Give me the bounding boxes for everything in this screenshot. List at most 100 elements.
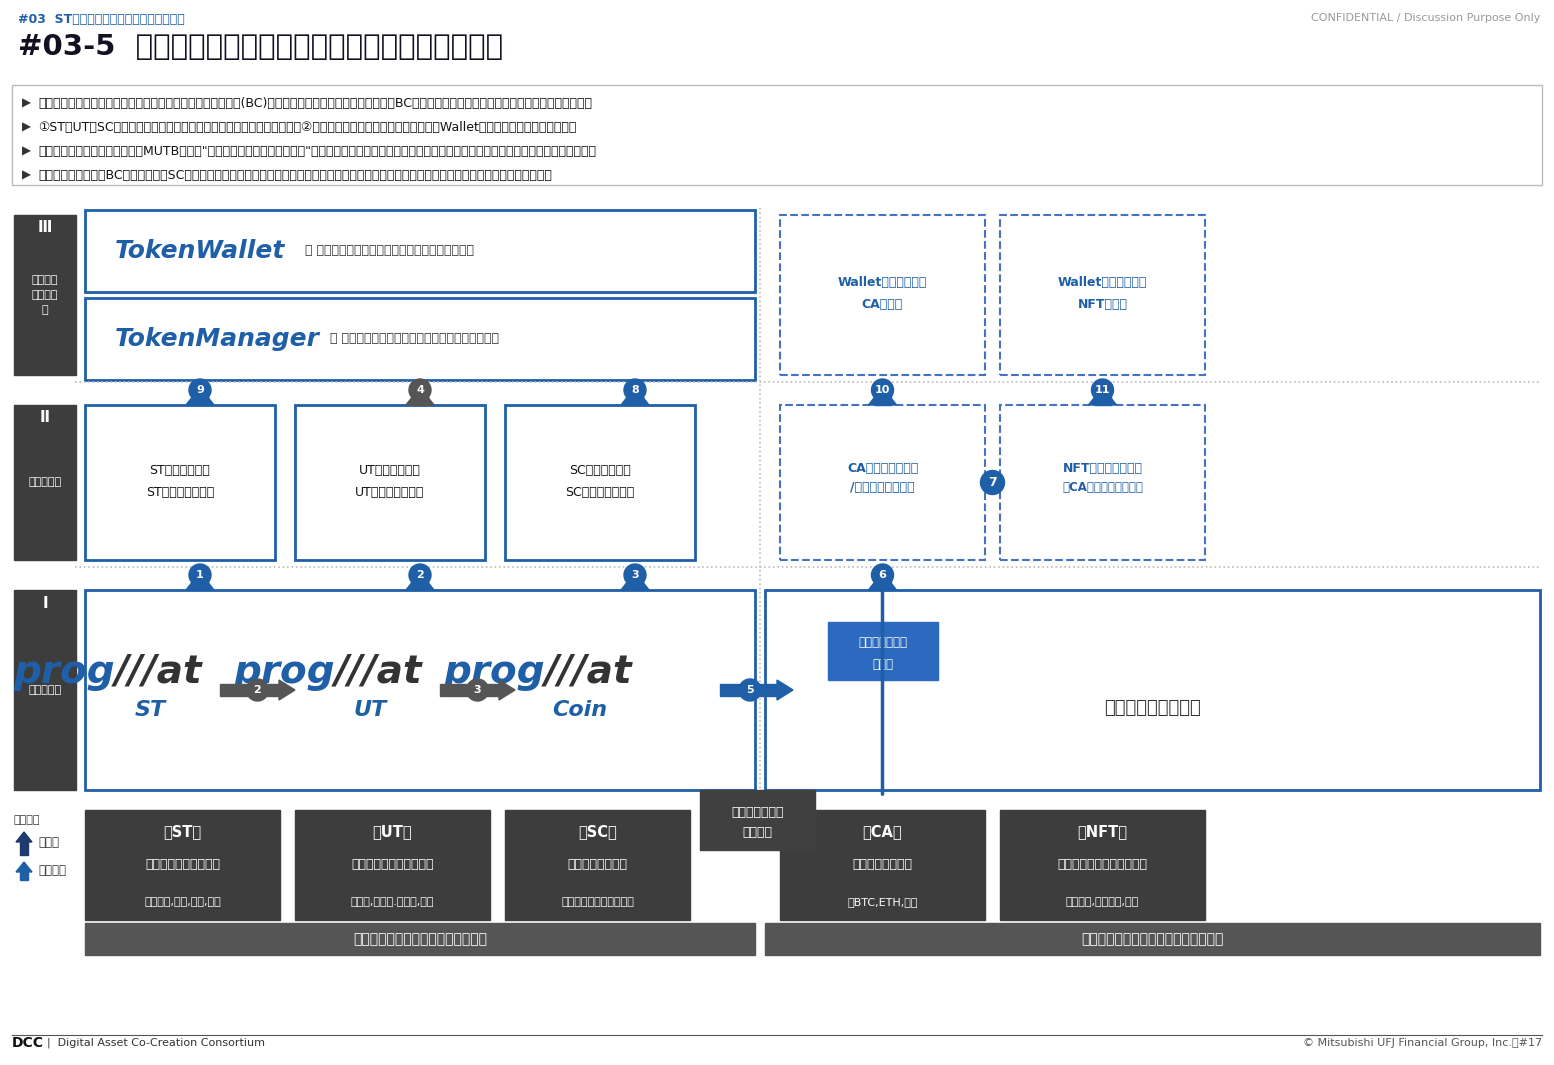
Text: と協働: と協働	[872, 657, 894, 671]
Text: 6: 6	[878, 570, 886, 580]
Text: パーミッションレスブロックチェーン: パーミッションレスブロックチェーン	[1082, 932, 1223, 946]
Text: 【SC】: 【SC】	[578, 824, 617, 839]
Text: prog: prog	[233, 653, 336, 691]
FancyBboxPatch shape	[85, 405, 275, 560]
Bar	[412, 393, 427, 405]
FancyBboxPatch shape	[85, 923, 755, 955]
Text: （アート,アイテム,他）: （アート,アイテム,他）	[1066, 897, 1139, 907]
FancyBboxPatch shape	[780, 810, 985, 920]
Text: インフラ層: インフラ層	[28, 685, 62, 695]
Text: ▶: ▶	[22, 97, 31, 110]
Text: 4: 4	[416, 386, 424, 395]
Bar	[875, 578, 890, 590]
Polygon shape	[499, 679, 514, 700]
Text: 2: 2	[253, 685, 261, 695]
FancyBboxPatch shape	[85, 590, 755, 790]
Text: 【NFT】: 【NFT】	[1077, 824, 1128, 839]
FancyBboxPatch shape	[827, 622, 937, 679]
FancyBboxPatch shape	[85, 298, 755, 380]
Circle shape	[190, 379, 211, 402]
Text: 5: 5	[746, 685, 754, 695]
FancyBboxPatch shape	[780, 215, 985, 375]
FancyBboxPatch shape	[765, 590, 1540, 790]
Text: STカストディ業務: STカストディ業務	[146, 486, 214, 499]
Bar	[221, 684, 280, 697]
Bar	[440, 684, 499, 697]
Circle shape	[872, 379, 894, 402]
Text: 11: 11	[1094, 386, 1110, 395]
Text: Ⅰ: Ⅰ	[42, 595, 48, 610]
FancyBboxPatch shape	[14, 590, 76, 790]
Circle shape	[625, 564, 646, 586]
Text: Ⅱ: Ⅱ	[40, 410, 50, 426]
Text: 7: 7	[988, 476, 996, 489]
FancyBboxPatch shape	[505, 810, 690, 920]
Bar	[193, 578, 208, 590]
Text: 着手済: 着手済	[37, 836, 59, 850]
FancyBboxPatch shape	[765, 923, 1540, 955]
Bar	[626, 578, 643, 590]
FancyBboxPatch shape	[295, 405, 485, 560]
Text: ステーブルコイン: ステーブルコイン	[567, 858, 628, 871]
Text: 9: 9	[196, 386, 204, 395]
Text: ①ST・UT・SCをフルカバーするインフラ・インターフェイスの確立、②デジタルアセット時代の汎用的個人用Walletの確立、が当面の到達目標。: ①ST・UT・SCをフルカバーするインフラ・インターフェイスの確立、②デジタルア…	[37, 121, 577, 134]
Text: （凡例）: （凡例）	[14, 815, 40, 825]
Polygon shape	[186, 387, 214, 405]
Text: （法定通貨建て受益権）: （法定通貨建て受益権）	[561, 897, 634, 907]
Bar	[720, 684, 777, 697]
Polygon shape	[280, 679, 295, 700]
Bar	[193, 393, 208, 405]
Text: セキュリティトークン: セキュリティトークン	[145, 858, 221, 871]
Text: ▶: ▶	[22, 169, 31, 182]
Text: 3: 3	[631, 570, 639, 580]
Text: NFTカストディ業務: NFTカストディ業務	[1063, 462, 1142, 475]
Text: UTカストディ業務: UTカストディ業務	[356, 486, 424, 499]
Bar	[875, 393, 890, 405]
Polygon shape	[16, 832, 33, 842]
Circle shape	[981, 471, 1004, 494]
Circle shape	[625, 379, 646, 402]
FancyBboxPatch shape	[699, 790, 814, 850]
Polygon shape	[622, 572, 650, 590]
Text: 1: 1	[196, 570, 204, 580]
Polygon shape	[777, 679, 793, 700]
FancyBboxPatch shape	[505, 405, 695, 560]
Circle shape	[872, 564, 894, 586]
Polygon shape	[186, 572, 214, 590]
Circle shape	[247, 679, 269, 701]
Text: #03-5  パーミッションレスブロックチェーンへの展開: #03-5 パーミッションレスブロックチェーンへの展開	[19, 33, 503, 61]
Bar	[626, 393, 643, 405]
Text: ST原簿管理業務: ST原簿管理業務	[149, 464, 210, 477]
Text: （BTC,ETH,他）: （BTC,ETH,他）	[847, 897, 918, 907]
FancyBboxPatch shape	[780, 405, 985, 560]
Text: Ⅲ: Ⅲ	[37, 220, 53, 235]
Text: UT原簿管理業務: UT原簿管理業務	[359, 464, 421, 477]
Text: パーミッションドブロックチェーン: パーミッションドブロックチェーン	[353, 932, 486, 946]
Text: ▶: ▶	[22, 121, 31, 134]
FancyBboxPatch shape	[14, 405, 76, 560]
Text: 8: 8	[631, 386, 639, 395]
Text: SCカストディ業務: SCカストディ業務	[566, 486, 634, 499]
Polygon shape	[622, 387, 650, 405]
Text: ｜ 保有者用アプリケーション（ホワイトラベル）: ｜ 保有者用アプリケーション（ホワイトラベル）	[305, 245, 474, 258]
Text: 着手予定: 着手予定	[37, 864, 65, 876]
Circle shape	[409, 564, 430, 586]
Text: （優待,利用権.会員権,他）: （優待,利用権.会員権,他）	[351, 897, 434, 907]
Bar	[412, 578, 427, 590]
Polygon shape	[406, 387, 434, 405]
Text: ///at: ///at	[545, 653, 632, 691]
Text: CAを追加: CAを追加	[862, 298, 903, 311]
FancyBboxPatch shape	[12, 85, 1542, 185]
Text: 【CA】: 【CA】	[862, 824, 903, 839]
Text: インフラ運営者不在: インフラ運営者不在	[1105, 699, 1201, 717]
Polygon shape	[869, 387, 897, 405]
Text: CONFIDENTIAL / Discussion Purpose Only: CONFIDENTIAL / Discussion Purpose Only	[1310, 13, 1540, 23]
Text: Coin: Coin	[552, 700, 608, 720]
Text: /再開（整理踏襲）: /再開（整理踏襲）	[850, 481, 915, 494]
Text: TokenWallet: TokenWallet	[115, 239, 286, 263]
Text: デジタルアセットには、パーミッションドブロックチェーン(BC)上のアセットと、パーミッションレスBC上のアセットが有り、リスク・特性が大きく異なる。: デジタルアセットには、パーミッションドブロックチェーン(BC)上のアセットと、パ…	[37, 97, 592, 110]
Text: ///at: ///at	[115, 653, 202, 691]
Text: #03  STの応用としてのステーブルコイン: #03 STの応用としてのステーブルコイン	[19, 13, 185, 26]
Circle shape	[466, 679, 488, 701]
Bar	[20, 842, 28, 855]
